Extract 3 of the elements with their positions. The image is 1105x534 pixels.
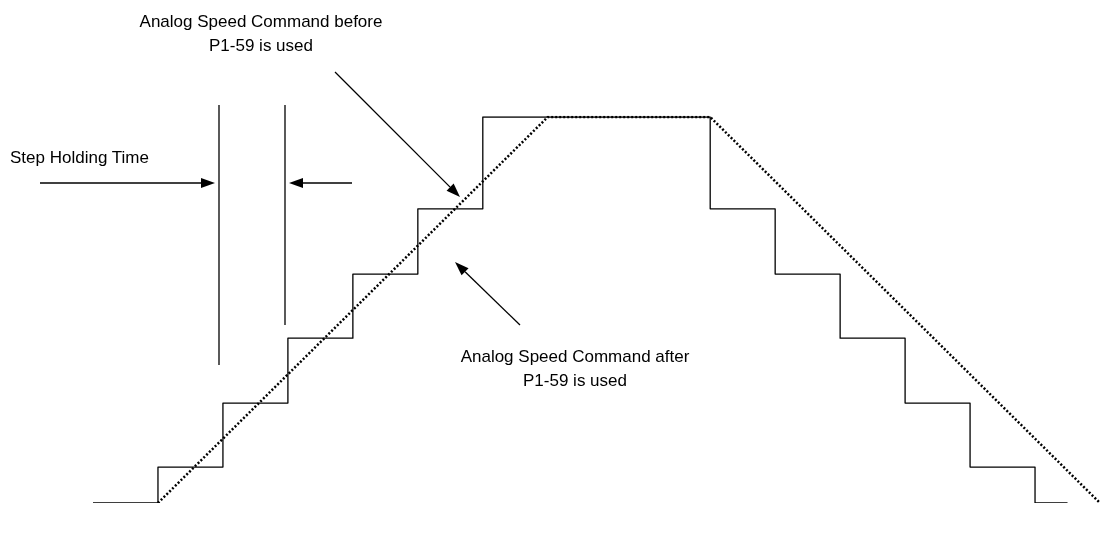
- text: Analog Speed Command before P1-59 is used: [138, 11, 384, 57]
- annotation: Step Holding Time: [10, 147, 150, 169]
- annotation: Analog Speed Command after P1-59 is used: [459, 346, 691, 392]
